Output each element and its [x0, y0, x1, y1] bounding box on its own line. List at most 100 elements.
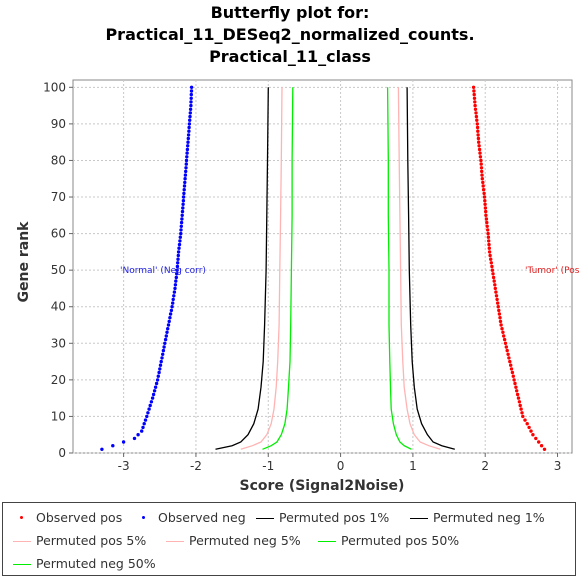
legend-item: Permuted neg 5%: [166, 533, 301, 548]
annotation-label: 'Normal' (Neg corr): [120, 266, 206, 276]
observed-pos-point: [473, 107, 478, 112]
observed-neg-point: [188, 111, 192, 115]
y-tick-label: 20: [51, 373, 66, 387]
observed-neg-point: [185, 151, 189, 155]
observed-neg-point: [183, 177, 187, 181]
legend-item: Observed neg: [135, 510, 246, 525]
observed-neg-point: [161, 352, 165, 356]
y-tick-label: 50: [51, 263, 66, 277]
x-tick-label: 0: [337, 459, 345, 473]
observed-neg-point: [111, 444, 115, 448]
observed-neg-point: [184, 166, 188, 170]
observed-neg-point: [186, 133, 191, 137]
legend-item: Permuted neg 1%: [410, 510, 545, 525]
observed-neg-point: [149, 400, 154, 404]
legend-label: Permuted neg 5%: [189, 533, 301, 548]
observed-pos-point: [510, 370, 515, 375]
observed-neg-point: [151, 392, 156, 397]
observed-pos-point: [473, 103, 477, 108]
observed-neg-point: [157, 370, 161, 375]
legend-swatch: [166, 536, 184, 546]
observed-pos-point: [513, 381, 517, 386]
observed-neg-point: [155, 378, 160, 382]
observed-neg-point: [179, 231, 183, 236]
observed-pos-point: [518, 403, 522, 408]
observed-neg-point: [175, 268, 179, 272]
observed-pos-point: [482, 195, 487, 199]
observed-neg-point: [146, 411, 150, 415]
observed-pos-point: [486, 231, 490, 236]
observed-pos-point: [514, 385, 518, 389]
observed-neg-point: [164, 334, 168, 338]
observed-neg-point: [184, 158, 189, 163]
x-tick-label: -1: [262, 459, 274, 473]
observed-pos-point: [490, 264, 494, 269]
legend: Observed pos Observed neg Permuted pos 1% P…: [2, 502, 576, 576]
series-line-permuted-neg-1: [215, 87, 269, 450]
butterfly-plot: Butterfly plot for: Practical_11_DESeq2_…: [16, 3, 580, 494]
legend-swatch: [410, 513, 428, 523]
observed-neg-point: [177, 246, 181, 250]
observed-neg-point: [181, 195, 186, 199]
observed-pos-point: [509, 363, 513, 367]
observed-neg-point: [174, 279, 178, 283]
observed-pos-point: [542, 447, 547, 451]
legend-label: Observed neg: [158, 510, 246, 525]
legend-label: Permuted pos 5%: [36, 533, 147, 548]
legend-label: Permuted pos 1%: [279, 510, 390, 525]
series-line-permuted-neg-50: [262, 87, 294, 450]
x-tick-label: 2: [481, 459, 489, 473]
y-tick-label: 90: [51, 117, 66, 131]
y-tick-label: 100: [43, 80, 66, 94]
observed-neg-point: [166, 327, 170, 331]
observed-pos-point: [498, 316, 502, 320]
observed-neg-point: [182, 188, 186, 192]
observed-neg-point: [171, 297, 175, 302]
observed-pos-point: [521, 414, 525, 419]
observed-pos-point: [472, 96, 477, 101]
observed-pos-point: [485, 224, 489, 228]
observed-pos-point: [479, 158, 483, 163]
observed-pos-point: [516, 396, 521, 400]
observed-pos-point: [497, 312, 502, 316]
observed-neg-point: [176, 261, 180, 265]
chart-title-line-2: Practical_11_DESeq2_normalized_counts.: [105, 25, 474, 44]
observed-neg-point: [160, 356, 164, 360]
observed-pos-point: [492, 279, 496, 283]
observed-pos-point: [476, 129, 480, 133]
observed-neg-point: [177, 242, 182, 247]
observed-neg-point: [175, 272, 179, 276]
observed-pos-point: [506, 352, 510, 356]
observed-neg-point: [121, 440, 126, 444]
observed-pos-point: [477, 144, 481, 148]
observed-pos-point: [491, 272, 495, 276]
observed-neg-point: [186, 136, 190, 141]
observed-pos-point: [512, 378, 516, 382]
observed-pos-point: [507, 356, 511, 360]
observed-pos-point: [475, 125, 480, 130]
legend-label: Permuted neg 50%: [36, 556, 156, 571]
observed-neg-point: [154, 381, 159, 386]
observed-pos-point: [482, 191, 486, 196]
legend-item: Permuted neg 50%: [13, 556, 156, 571]
observed-pos-point: [478, 151, 482, 155]
x-tick-label: -2: [190, 459, 202, 473]
observed-pos-point: [490, 268, 495, 272]
observed-neg-point: [152, 389, 157, 393]
observed-neg-point: [156, 374, 160, 378]
observed-pos-point: [496, 305, 500, 309]
observed-pos-point: [473, 100, 477, 104]
observed-pos-point: [487, 242, 491, 247]
legend-label: Permuted neg 1%: [433, 510, 545, 525]
legend-swatch: [318, 536, 336, 546]
observed-neg-point: [179, 220, 184, 225]
observed-neg-point: [143, 418, 148, 422]
observed-pos-point: [497, 308, 501, 313]
legend-item: Permuted pos 1%: [256, 510, 389, 525]
observed-pos-point: [487, 239, 491, 243]
observed-neg-point: [189, 103, 193, 108]
y-tick-label: 40: [51, 300, 66, 314]
permuted-curves: [215, 87, 455, 450]
observed-pos-point: [515, 389, 519, 393]
observed-neg-point: [181, 199, 186, 203]
